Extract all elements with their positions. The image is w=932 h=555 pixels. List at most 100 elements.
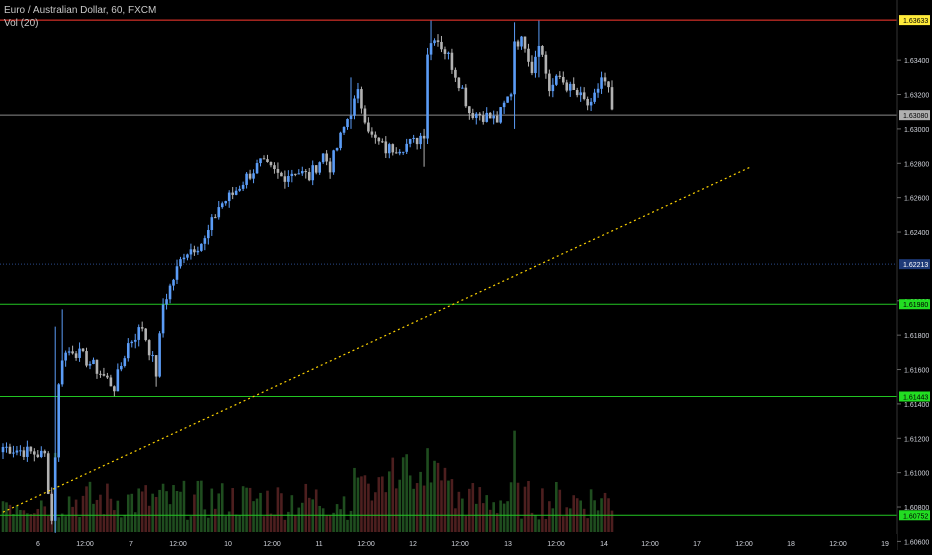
- volume-bar: [586, 518, 589, 532]
- volume-bar: [339, 509, 342, 532]
- candle-body: [408, 138, 412, 144]
- candle-body: [36, 454, 40, 458]
- y-tick-label: 1.63200: [904, 93, 929, 100]
- volume-bar: [106, 483, 109, 532]
- candle-body: [120, 365, 123, 370]
- volume-bar: [394, 488, 398, 532]
- candle-body: [548, 73, 551, 92]
- volume-bar: [22, 510, 26, 532]
- candle-body: [353, 98, 356, 116]
- x-tick-label: 12:00: [451, 541, 469, 548]
- volume-bar: [527, 481, 530, 532]
- volume-bar: [182, 480, 186, 532]
- volume-bar: [147, 505, 151, 532]
- candle-body: [541, 46, 544, 55]
- candle-body: [259, 158, 262, 164]
- volume-bar: [154, 496, 158, 532]
- volume-bar: [443, 467, 447, 532]
- candle-body: [551, 84, 555, 92]
- volume-bar: [78, 516, 81, 532]
- volume-bar: [332, 512, 335, 532]
- candle-body: [231, 192, 234, 195]
- candle-body: [297, 173, 301, 175]
- x-tick-label: 7: [129, 541, 133, 548]
- candle-body: [523, 36, 527, 49]
- candle-body: [266, 159, 269, 162]
- volume-bar: [95, 499, 99, 532]
- candle-body: [154, 355, 158, 377]
- y-tick-label: 1.60800: [904, 505, 929, 512]
- volume-bar: [144, 485, 147, 532]
- volume-bar: [33, 513, 36, 532]
- candle-body: [450, 52, 454, 70]
- volume-bar: [196, 480, 200, 532]
- volume-bar: [544, 519, 548, 532]
- volume-bar: [387, 471, 391, 532]
- volume-bar: [262, 516, 266, 532]
- candle-body: [485, 112, 489, 122]
- candle-body: [276, 169, 280, 173]
- volume-bar: [19, 509, 22, 532]
- y-tick-label: 1.61400: [904, 402, 929, 409]
- support-price-tag: 1.61443: [903, 395, 928, 402]
- candle-body: [387, 144, 391, 154]
- volume-bar: [88, 481, 92, 532]
- y-tick-label: 1.62800: [904, 161, 929, 168]
- candle-body: [43, 450, 47, 454]
- candle-body: [99, 373, 102, 375]
- volume-bar: [318, 505, 321, 532]
- volume-bar: [283, 519, 287, 532]
- candle-body: [109, 377, 113, 387]
- candle-body: [78, 348, 81, 358]
- candle-body: [248, 173, 252, 179]
- candle-body: [182, 257, 186, 260]
- volume-bar: [15, 505, 19, 532]
- volume-bar: [200, 480, 203, 532]
- volume-bar: [207, 517, 210, 532]
- volume-bar: [273, 514, 276, 532]
- candle-body: [116, 369, 120, 392]
- candle-body: [290, 173, 294, 177]
- candle-body: [88, 363, 92, 366]
- volume-bar: [440, 480, 443, 532]
- volume-bar: [328, 515, 332, 532]
- candle-body: [234, 190, 238, 195]
- candle-body: [527, 48, 530, 62]
- candle-body: [492, 115, 495, 119]
- candle-body: [335, 148, 339, 151]
- volume-bar: [589, 489, 593, 532]
- volume-bar: [57, 517, 60, 532]
- candle-body: [433, 40, 436, 44]
- dotted-level-price-tag-bg: [899, 259, 930, 270]
- candle-body: [558, 75, 562, 77]
- volume-bar: [509, 482, 513, 532]
- volume-bar: [349, 510, 353, 532]
- time-axis-background: [0, 534, 897, 550]
- volume-bar: [381, 476, 384, 532]
- volume-bar: [374, 492, 377, 532]
- volume-bar: [168, 504, 172, 532]
- dotted-level-price-tag: 1.62213: [903, 262, 928, 269]
- candle-body: [321, 153, 325, 163]
- volume-bar: [391, 457, 395, 532]
- volume-bar: [321, 508, 325, 532]
- volume-bar: [447, 480, 450, 532]
- current-price-tag-bg: [899, 110, 930, 121]
- volume-bar: [457, 491, 461, 532]
- candle-body: [589, 101, 593, 106]
- volume-bar: [165, 491, 168, 532]
- x-tick-label: 10: [224, 541, 232, 548]
- volume-bar: [99, 494, 102, 532]
- resistance-price-tag-bg: [899, 15, 930, 26]
- candle-body: [8, 446, 12, 454]
- volume-bar: [419, 471, 422, 532]
- volume-bar: [346, 519, 349, 532]
- candle-body: [311, 165, 315, 181]
- x-tick-label: 12:00: [547, 541, 565, 548]
- candle-body: [165, 299, 168, 305]
- candle-body: [12, 452, 15, 454]
- candle-body: [294, 173, 297, 175]
- x-tick-label: 11: [315, 541, 322, 548]
